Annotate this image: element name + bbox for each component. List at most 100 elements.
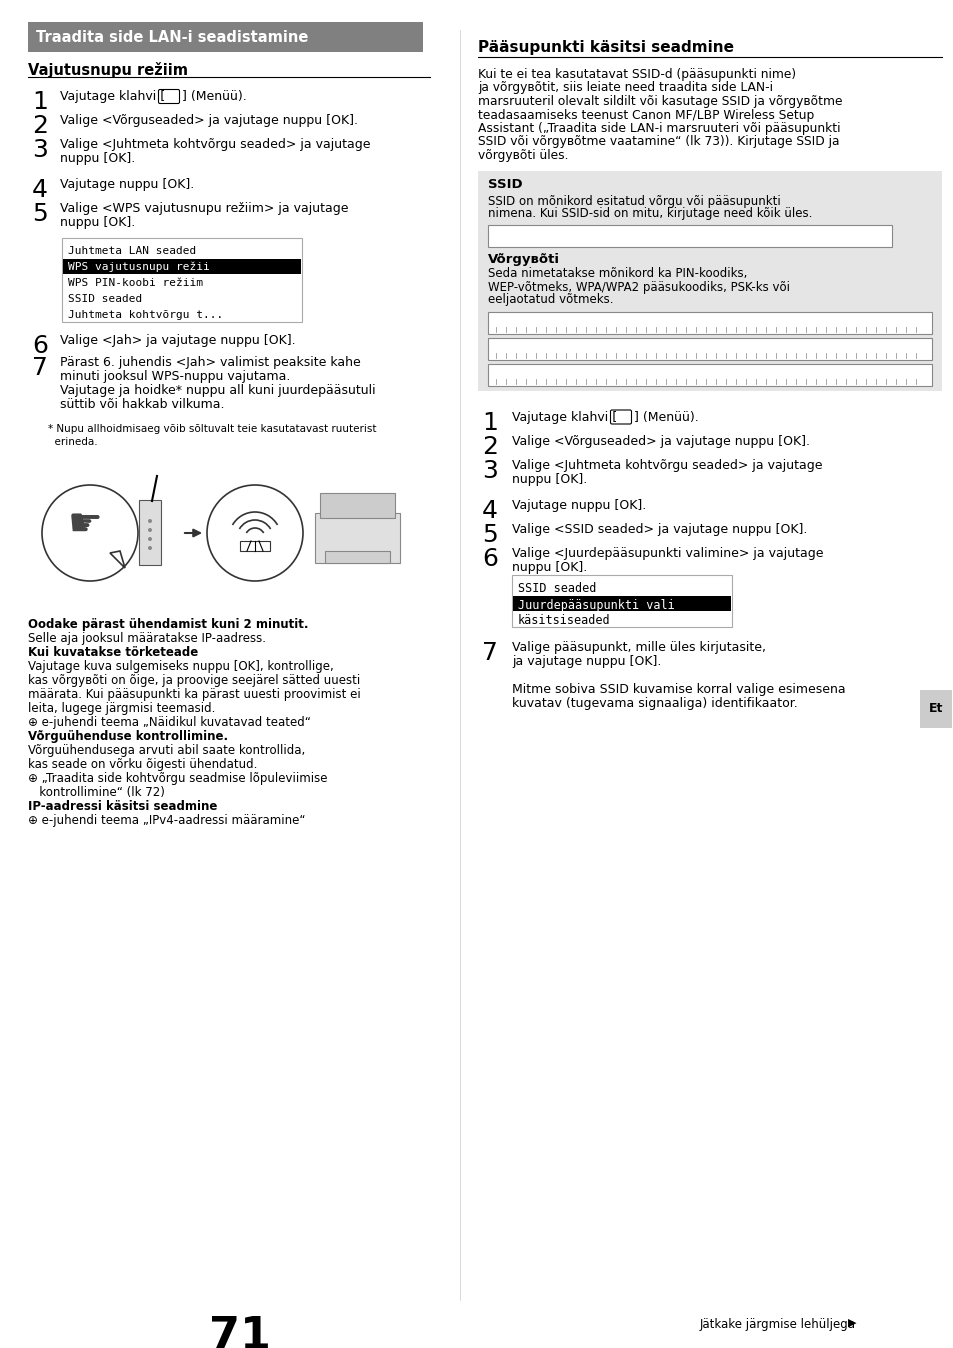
Text: SSID on mõnikord esitatud võrgu või pääsupunkti: SSID on mõnikord esitatud võrgu või pääs… [488, 194, 780, 208]
Text: Mitme sobiva SSID kuvamise korral valige esimesena: Mitme sobiva SSID kuvamise korral valige… [512, 682, 844, 696]
Text: Valige <WPS vajutusnupu režiim> ja vajutage: Valige <WPS vajutusnupu režiim> ja vajut… [60, 202, 348, 214]
Bar [919, 690, 951, 728]
Text: 71: 71 [209, 1316, 271, 1348]
Text: WPS vajutusnupu režii: WPS vajutusnupu režii [68, 262, 210, 272]
Circle shape [148, 537, 152, 541]
Circle shape [148, 528, 152, 532]
Text: Selle aja jooksul määratakse IP-aadress.: Selle aja jooksul määratakse IP-aadress. [28, 632, 266, 644]
FancyBboxPatch shape [610, 410, 631, 425]
Bar [488, 364, 931, 386]
Text: 4: 4 [481, 499, 497, 523]
Text: nuppu [OK].: nuppu [OK]. [60, 152, 135, 164]
Text: Seda nimetatakse mõnikord ka PIN-koodiks,: Seda nimetatakse mõnikord ka PIN-koodiks… [488, 267, 746, 280]
Text: nimena. Kui SSID-sid on mitu, kirjutage need kõik üles.: nimena. Kui SSID-sid on mitu, kirjutage … [488, 208, 812, 221]
Text: ⊕ „Traadita side kohtvõrgu seadmise lõpuleviimise: ⊕ „Traadita side kohtvõrgu seadmise lõpu… [28, 772, 327, 785]
Text: Pärast 6. juhendis <Jah> valimist peaksite kahe: Pärast 6. juhendis <Jah> valimist peaksi… [60, 356, 360, 369]
Text: Vajutage ja hoidke* nuppu all kuni juurdepääsutuli: Vajutage ja hoidke* nuppu all kuni juurd… [60, 384, 375, 398]
Text: Valige <Juhtmeta kohtvõrgu seaded> ja vajutage: Valige <Juhtmeta kohtvõrgu seaded> ja va… [60, 137, 370, 151]
Text: * Nupu allhoidmisaeg võib sõltuvalt teie kasutatavast ruuterist: * Nupu allhoidmisaeg võib sõltuvalt teie… [48, 425, 376, 434]
Text: Pääsupunkti käsitsi seadmine: Pääsupunkti käsitsi seadmine [477, 40, 733, 55]
Text: ⊕ e-juhendi teema „IPv4-aadressi määramine“: ⊕ e-juhendi teema „IPv4-aadressi määrami… [28, 814, 305, 828]
Text: marsruuteril olevalt sildilt või kasutage SSID ja võrgувõtme: marsruuteril olevalt sildilt või kasutag… [477, 94, 841, 108]
Text: Juhtmeta kohtvõrgu t...: Juhtmeta kohtvõrgu t... [68, 310, 223, 319]
Bar [488, 225, 891, 247]
Text: leita, lugege järgmisi teemasid.: leita, lugege järgmisi teemasid. [28, 702, 215, 714]
Bar [314, 514, 399, 563]
Text: WPS PIN-koobi režiim: WPS PIN-koobi režiim [68, 278, 203, 288]
Bar [488, 337, 931, 360]
Text: kas seade on võrku õigesti ühendatud.: kas seade on võrku õigesti ühendatud. [28, 758, 257, 771]
Text: Jätkake järgmise lehüljega: Jätkake järgmise lehüljega [700, 1318, 855, 1330]
Text: Kui kuvatakse törketeade: Kui kuvatakse törketeade [28, 646, 198, 659]
Text: nuppu [OK].: nuppu [OK]. [60, 216, 135, 229]
Text: 6: 6 [481, 546, 497, 570]
Text: Juhtmeta LAN seaded: Juhtmeta LAN seaded [68, 245, 196, 256]
Text: 3: 3 [32, 137, 48, 162]
Text: 2: 2 [481, 434, 497, 458]
Text: Traadita side LAN-i seadistamine: Traadita side LAN-i seadistamine [36, 30, 308, 44]
Text: 6: 6 [32, 334, 48, 359]
Text: 5: 5 [32, 202, 48, 226]
Text: Vajutage kuva sulgemiseks nuppu [OK], kontrollige,: Vajutage kuva sulgemiseks nuppu [OK], ko… [28, 661, 334, 673]
Text: nuppu [OK].: nuppu [OK]. [512, 561, 587, 573]
Text: Valige <Juhtmeta kohtvõrgu seaded> ja vajutage: Valige <Juhtmeta kohtvõrgu seaded> ja va… [512, 458, 821, 472]
Circle shape [148, 519, 152, 523]
FancyBboxPatch shape [158, 89, 179, 104]
Text: SSID või võrgувõtme vaatamine“ (lk 73)). Kirjutage SSID ja: SSID või võrgувõtme vaatamine“ (lk 73)).… [477, 136, 839, 148]
Text: Vajutage nuppu [OK].: Vajutage nuppu [OK]. [512, 499, 645, 511]
Text: ja vajutage nuppu [OK].: ja vajutage nuppu [OK]. [512, 655, 660, 667]
Text: ] (Menüü).: ] (Menüü). [182, 90, 247, 102]
Text: eeljaotatud võtmeks.: eeljaotatud võtmeks. [488, 294, 613, 306]
Text: Võrguühendusega arvuti abil saate kontrollida,: Võrguühendusega arvuti abil saate kontro… [28, 744, 305, 758]
Text: Assistant („Traadita side LAN-i marsruuteri või pääsupunkti: Assistant („Traadita side LAN-i marsruut… [477, 123, 840, 135]
Text: Vajutage nuppu [OK].: Vajutage nuppu [OK]. [60, 178, 194, 191]
Bar [28, 22, 422, 53]
Text: võrgувõti üles.: võrgувõti üles. [477, 150, 568, 162]
Text: Vajutage klahvi [: Vajutage klahvi [ [60, 90, 165, 102]
Text: 7: 7 [481, 640, 497, 665]
Bar [512, 574, 731, 627]
Text: minuti jooksul WPS-nuppu vajutama.: minuti jooksul WPS-nuppu vajutama. [60, 369, 290, 383]
Text: Valige <SSID seaded> ja vajutage nuppu [OK].: Valige <SSID seaded> ja vajutage nuppu [… [512, 523, 806, 535]
Text: nuppu [OK].: nuppu [OK]. [512, 473, 587, 485]
Text: kontrollimine“ (lk 72): kontrollimine“ (lk 72) [28, 786, 165, 799]
Text: Võrguühenduse kontrollimine.: Võrguühenduse kontrollimine. [28, 731, 228, 743]
Text: Valige <Võrguseaded> ja vajutage nuppu [OK].: Valige <Võrguseaded> ja vajutage nuppu [… [512, 434, 809, 448]
Text: IP-aadressi käsitsi seadmine: IP-aadressi käsitsi seadmine [28, 799, 217, 813]
Text: SSID: SSID [488, 178, 522, 191]
Bar [477, 170, 941, 391]
Bar [513, 596, 730, 611]
Text: Valige <Võrguseaded> ja vajutage nuppu [OK].: Valige <Võrguseaded> ja vajutage nuppu [… [60, 115, 357, 127]
Text: 3: 3 [481, 458, 497, 483]
Text: Vajutage klahvi [: Vajutage klahvi [ [512, 411, 617, 423]
Text: ja võrgувõtit, siis leiate need traadita side LAN-i: ja võrgувõtit, siis leiate need traadita… [477, 81, 772, 94]
Bar [63, 259, 301, 274]
Bar [139, 500, 161, 565]
Bar [488, 311, 931, 333]
Text: WEP-võtmeks, WPA/WPA2 pääsukoodiks, PSK-ks või: WEP-võtmeks, WPA/WPA2 pääsukoodiks, PSK-… [488, 280, 789, 294]
Text: 4: 4 [32, 178, 48, 202]
Text: 7: 7 [32, 356, 48, 380]
Bar [62, 239, 302, 322]
Text: kuvatav (tugevama signaaliga) identifikaator.: kuvatav (tugevama signaaliga) identifika… [512, 697, 797, 709]
Text: Et: Et [928, 702, 943, 716]
Bar [319, 493, 395, 518]
Text: Juurdepääsupunkti vali: Juurdepääsupunkti vali [517, 599, 674, 612]
Text: teadasaamiseks teenust Canon MF/LBP Wireless Setup: teadasaamiseks teenust Canon MF/LBP Wire… [477, 108, 814, 121]
Text: SSID seaded: SSID seaded [68, 294, 142, 305]
Text: kas võrgувõti on õige, ja proovige seejärel sätted uuesti: kas võrgувõti on õige, ja proovige seejä… [28, 674, 360, 687]
Text: SSID seaded: SSID seaded [517, 582, 596, 596]
Text: käsitsiseaded: käsitsiseaded [517, 615, 610, 628]
Text: süttib või hakkab vilkuma.: süttib või hakkab vilkuma. [60, 398, 224, 411]
Text: 1: 1 [32, 90, 48, 115]
Text: Valige <Juurdepääsupunkti valimine> ja vajutage: Valige <Juurdepääsupunkti valimine> ja v… [512, 546, 822, 559]
Text: 2: 2 [32, 115, 48, 137]
Text: 5: 5 [481, 523, 497, 546]
Text: Valige pääsupunkt, mille üles kirjutasite,: Valige pääsupunkt, mille üles kirjutasit… [512, 640, 765, 654]
Text: Oodake pärast ühendamist kuni 2 minutit.: Oodake pärast ühendamist kuni 2 minutit. [28, 617, 308, 631]
Text: Vajutusnupu režiim: Vajutusnupu režiim [28, 62, 188, 78]
Text: Kui te ei tea kasutatavat SSID-d (pääsupunkti nime): Kui te ei tea kasutatavat SSID-d (pääsup… [477, 67, 796, 81]
Text: ⊕ e-juhendi teema „Näidikul kuvatavad teated“: ⊕ e-juhendi teema „Näidikul kuvatavad te… [28, 716, 311, 729]
Circle shape [148, 546, 152, 550]
Text: Võrgувõti: Võrgувõti [488, 252, 559, 266]
